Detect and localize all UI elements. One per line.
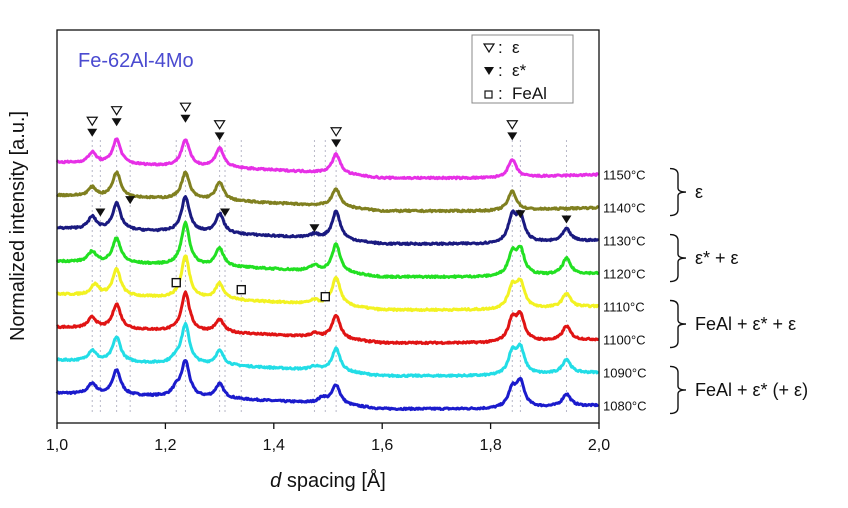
epsilon-star-filled-triangle-marker xyxy=(125,196,136,205)
legend-sep-3: : xyxy=(498,84,503,103)
series-line-1120 xyxy=(55,220,600,280)
x-tick-label: 2,0 xyxy=(588,437,610,454)
x-tick-label: 1,2 xyxy=(154,437,176,454)
x-axis-label-rest: spacing [Å] xyxy=(281,469,386,492)
bracket-icon xyxy=(669,299,687,349)
feal-square-marker xyxy=(236,284,246,295)
legend-label-epsilon: ε xyxy=(512,38,520,57)
series-line-1130 xyxy=(56,195,600,247)
epsilon-star-filled-triangle-marker xyxy=(309,224,320,233)
bracket-icon xyxy=(669,365,687,415)
phase-group-label: ε* + ε xyxy=(695,248,739,268)
legend-label-feal: FeAl xyxy=(512,84,547,103)
phase-group-brackets: ε ε* + ε FeAl + ε* + ε FeAl + ε* (+ ε) xyxy=(669,167,808,415)
legend-sep-2: : xyxy=(498,61,503,80)
legend-open-triangle-icon xyxy=(482,43,496,54)
temperature-label: 1110°C xyxy=(603,300,645,315)
epsilon-star-filled-triangle-marker xyxy=(111,118,122,127)
chart-title: Fe-62Al-4Mo xyxy=(78,50,194,72)
epsilon-open-triangle-marker xyxy=(506,120,519,130)
temperature-label: 1100°C xyxy=(603,332,646,347)
x-tick-label: 1,4 xyxy=(263,437,285,454)
series-line-1090 xyxy=(56,321,600,378)
temperature-label: 1150°C xyxy=(603,168,646,183)
temperature-label: 1120°C xyxy=(603,267,646,282)
temperature-label: 1090°C xyxy=(603,365,647,380)
bracket-icon xyxy=(669,233,687,283)
x-axis-label: d spacing [Å] xyxy=(270,469,386,492)
epsilon-star-filled-triangle-marker xyxy=(87,128,98,137)
legend-open-square-icon xyxy=(484,90,493,99)
legend: : ε : ε* : FeAl xyxy=(471,34,574,104)
plot-frame xyxy=(56,29,600,424)
series-line-1150 xyxy=(55,137,600,181)
x-axis-ticks: 1,0 1,2 1,4 1,6 1,8 2,0 xyxy=(46,423,610,454)
epsilon-star-filled-triangle-marker xyxy=(515,210,526,219)
feal-square-marker xyxy=(171,277,181,288)
x-axis-label-d: d xyxy=(270,470,282,492)
epsilon-open-triangle-marker xyxy=(213,120,226,130)
epsilon-open-triangle-marker xyxy=(86,116,99,127)
epsilon-star-filled-triangle-marker xyxy=(95,208,106,217)
epsilon-star-filled-triangle-marker xyxy=(561,215,572,224)
x-tick-label: 1,8 xyxy=(479,437,501,454)
series-line-1140 xyxy=(55,170,600,214)
temperature-labels: 1080°C 1090°C 1100°C 1110°C 1120°C 1130°C 1140… xyxy=(603,168,647,414)
phase-markers xyxy=(86,102,572,302)
temperature-label: 1140°C xyxy=(603,201,646,216)
epsilon-open-triangle-marker xyxy=(179,102,192,113)
epsilon-star-filled-triangle-marker xyxy=(507,132,518,141)
legend-sep-1: : xyxy=(498,38,503,57)
peak-guide-lines xyxy=(91,140,567,412)
epsilon-star-filled-triangle-marker xyxy=(220,208,231,217)
series-line-1100 xyxy=(56,290,600,346)
y-axis-label: Normalized intensity [a.u.] xyxy=(7,111,29,341)
epsilon-star-filled-triangle-marker xyxy=(214,132,225,141)
epsilon-open-triangle-marker xyxy=(110,106,123,116)
epsilon-star-filled-triangle-marker xyxy=(180,114,191,123)
series-line-1080 xyxy=(55,359,600,412)
feal-square-marker xyxy=(320,291,330,302)
temperature-label: 1080°C xyxy=(603,398,647,413)
x-tick-label: 1,0 xyxy=(46,437,68,454)
legend-label-epsilon-star: ε* xyxy=(512,61,527,80)
bracket-icon xyxy=(669,167,687,217)
x-tick-label: 1,6 xyxy=(371,437,393,454)
temperature-label: 1130°C xyxy=(603,234,646,249)
series-curves xyxy=(55,137,600,412)
phase-group-label: ε xyxy=(695,182,703,202)
epsilon-star-filled-triangle-marker xyxy=(331,139,342,148)
epsilon-open-triangle-marker xyxy=(330,127,343,137)
legend-filled-triangle-icon xyxy=(484,67,494,75)
phase-group-label: FeAl + ε* + ε xyxy=(695,314,796,334)
phase-group-label: FeAl + ε* (+ ε) xyxy=(695,380,808,400)
